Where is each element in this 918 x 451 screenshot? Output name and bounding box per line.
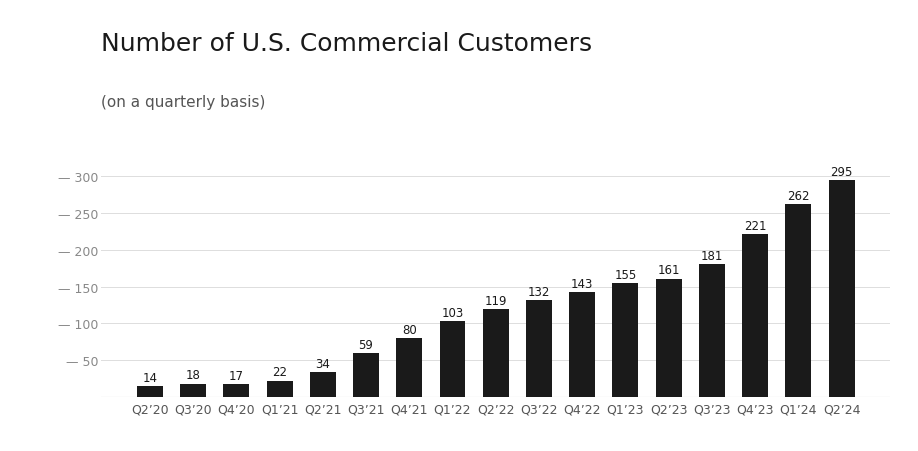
Bar	[180, 384, 206, 397]
Text: 22: 22	[272, 366, 287, 378]
Bar	[526, 300, 552, 397]
Text: 103: 103	[442, 306, 464, 319]
Bar	[569, 292, 595, 397]
Bar	[742, 235, 768, 397]
Bar	[786, 205, 812, 397]
Bar	[397, 338, 422, 397]
Bar	[223, 384, 250, 397]
Bar	[440, 322, 465, 397]
Bar	[699, 264, 725, 397]
Text: 155: 155	[614, 268, 636, 281]
Bar	[612, 283, 638, 397]
Text: 132: 132	[528, 285, 550, 298]
Text: 14: 14	[142, 372, 157, 384]
Text: 221: 221	[744, 220, 767, 233]
Bar	[266, 381, 293, 397]
Bar	[309, 372, 336, 397]
Bar	[655, 279, 682, 397]
Text: 161: 161	[657, 264, 680, 276]
Text: 80: 80	[402, 323, 417, 336]
Text: 34: 34	[316, 357, 330, 370]
Text: 119: 119	[485, 295, 507, 308]
Bar	[353, 354, 379, 397]
Bar	[137, 387, 162, 397]
Text: Number of U.S. Commercial Customers: Number of U.S. Commercial Customers	[101, 32, 592, 55]
Text: 18: 18	[185, 368, 200, 382]
Text: 59: 59	[359, 338, 374, 351]
Text: 17: 17	[229, 369, 244, 382]
Bar	[483, 310, 509, 397]
Text: 181: 181	[700, 249, 723, 262]
Text: (on a quarterly basis): (on a quarterly basis)	[101, 95, 265, 110]
Text: 262: 262	[787, 190, 810, 202]
Text: 295: 295	[831, 166, 853, 179]
Bar	[829, 181, 855, 397]
Text: 143: 143	[571, 277, 593, 290]
